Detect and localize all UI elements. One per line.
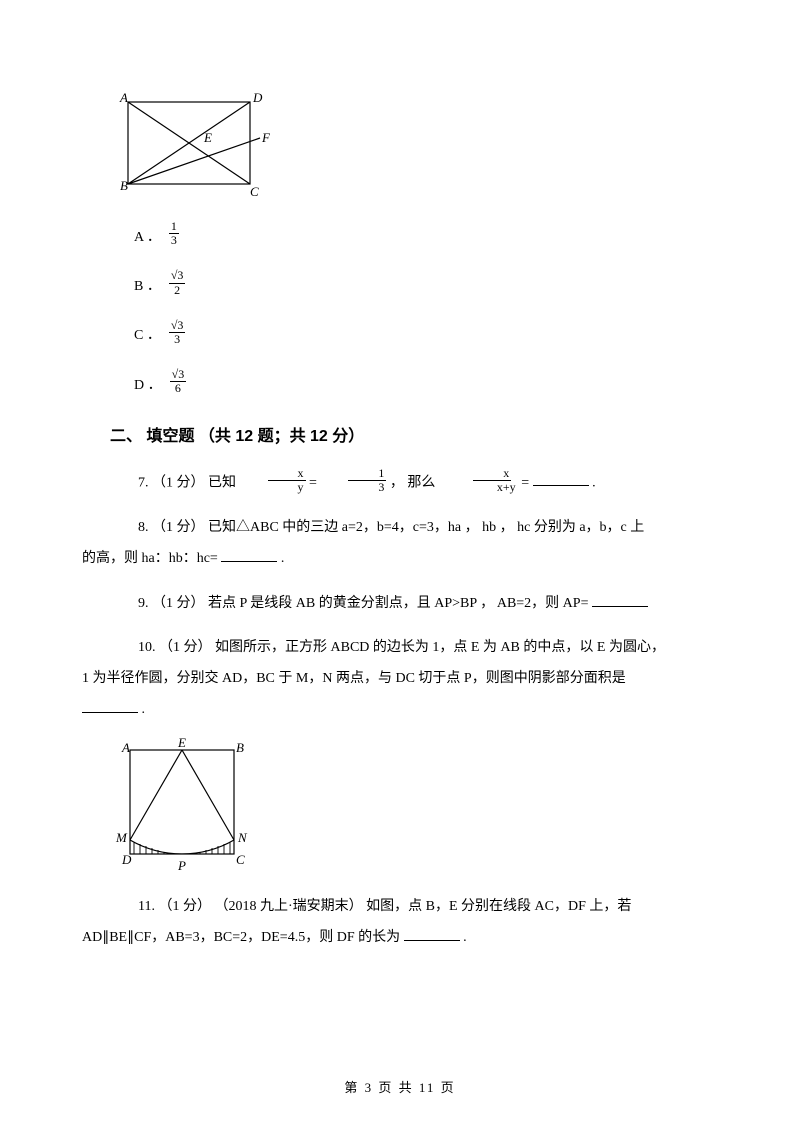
q11-line2: AD∥BE∥CF，AB=3，BC=2，DE=4.5，则 DF 的长为 <box>82 930 400 945</box>
q7-frac2: 1 3 <box>348 467 386 494</box>
answer-options: A ． 1 3 B ． √3 2 C ． √3 3 D ． <box>134 222 690 398</box>
option-D: D ． √3 6 <box>134 370 690 397</box>
q10-line3: . <box>142 702 146 717</box>
label-D: D <box>252 90 263 105</box>
option-B-fraction: √3 2 <box>169 269 186 296</box>
q8-line1: 8. （1 分） 已知△ABC 中的三边 a=2，b=4，c=3，ha ， hb… <box>138 520 644 535</box>
label-A: A <box>119 90 128 105</box>
q10-blank <box>82 699 138 713</box>
option-B: B ． √3 2 <box>134 271 690 298</box>
q7-mid: ， 那么 <box>390 475 439 490</box>
f2-M: M <box>115 830 128 845</box>
q10-line1: 10. （1 分） 如图所示，正方形 ABCD 的边长为 1，点 E 为 AB … <box>138 640 665 655</box>
figure-rectangle-abcd: A D B C E F <box>110 90 690 200</box>
q8-blank <box>221 548 277 562</box>
q7-blank <box>533 472 589 486</box>
q9-blank <box>592 593 648 607</box>
question-11: 11. （1 分） （2018 九上·瑞安期末） 如图，点 B，E 分别在线段 … <box>110 892 690 954</box>
q11-line3: . <box>463 930 467 945</box>
label-E: E <box>203 130 212 145</box>
q7-frac1: x y <box>268 467 306 494</box>
label-B: B <box>120 178 128 193</box>
q7-suffix3: . <box>592 475 596 490</box>
option-A-letter: A ． <box>134 226 161 246</box>
page-footer: 第 3 页 共 11 页 <box>0 1077 800 1096</box>
f2-E: E <box>177 736 186 750</box>
figure-square-arc: A E B M N D P C <box>110 736 690 876</box>
f2-B: B <box>236 740 244 755</box>
option-B-letter: B ． <box>134 275 161 295</box>
label-C: C <box>250 184 259 199</box>
q10-line2: 1 为半径作圆，分别交 AD，BC 于 M，N 两点，与 DC 切于点 P，则图… <box>82 671 626 686</box>
q11-line1: 11. （1 分） （2018 九上·瑞安期末） 如图，点 B，E 分别在线段 … <box>138 899 631 914</box>
option-D-letter: D ． <box>134 374 162 394</box>
q9-text: 9. （1 分） 若点 P 是线段 AB 的黄金分割点，且 AP>BP ， AB… <box>138 596 588 611</box>
question-7: 7. （1 分） 已知 x y = 1 3 ， 那么 x x+y = . <box>110 468 690 499</box>
q7-eq: = <box>309 475 320 490</box>
label-F: F <box>261 130 270 145</box>
q7-frac3: x x+y <box>467 467 518 494</box>
q11-blank <box>404 927 460 941</box>
option-D-fraction: √3 6 <box>170 368 187 395</box>
option-C: C ． √3 3 <box>134 321 690 348</box>
f2-N: N <box>237 830 248 845</box>
q8-line3: . <box>281 551 285 566</box>
option-C-fraction: √3 3 <box>169 319 186 346</box>
q7-suffix2: = <box>521 475 529 490</box>
f2-P: P <box>177 858 186 873</box>
option-A-fraction: 1 3 <box>169 220 179 247</box>
option-C-letter: C ． <box>134 324 161 344</box>
option-A: A ． 1 3 <box>134 222 690 249</box>
question-10: 10. （1 分） 如图所示，正方形 ABCD 的边长为 1，点 E 为 AB … <box>110 633 690 725</box>
f2-A: A <box>121 740 130 755</box>
f2-D: D <box>121 852 132 867</box>
question-9: 9. （1 分） 若点 P 是线段 AB 的黄金分割点，且 AP>BP ， AB… <box>110 589 690 620</box>
q7-prefix: 7. （1 分） 已知 <box>138 475 240 490</box>
q8-line2: 的高，则 ha：hb：hc= <box>82 551 218 566</box>
f2-C: C <box>236 852 245 867</box>
question-8: 8. （1 分） 已知△ABC 中的三边 a=2，b=4，c=3，ha ， hb… <box>110 513 690 575</box>
section-2-title: 二、 填空题 （共 12 题；共 12 分） <box>110 422 690 446</box>
